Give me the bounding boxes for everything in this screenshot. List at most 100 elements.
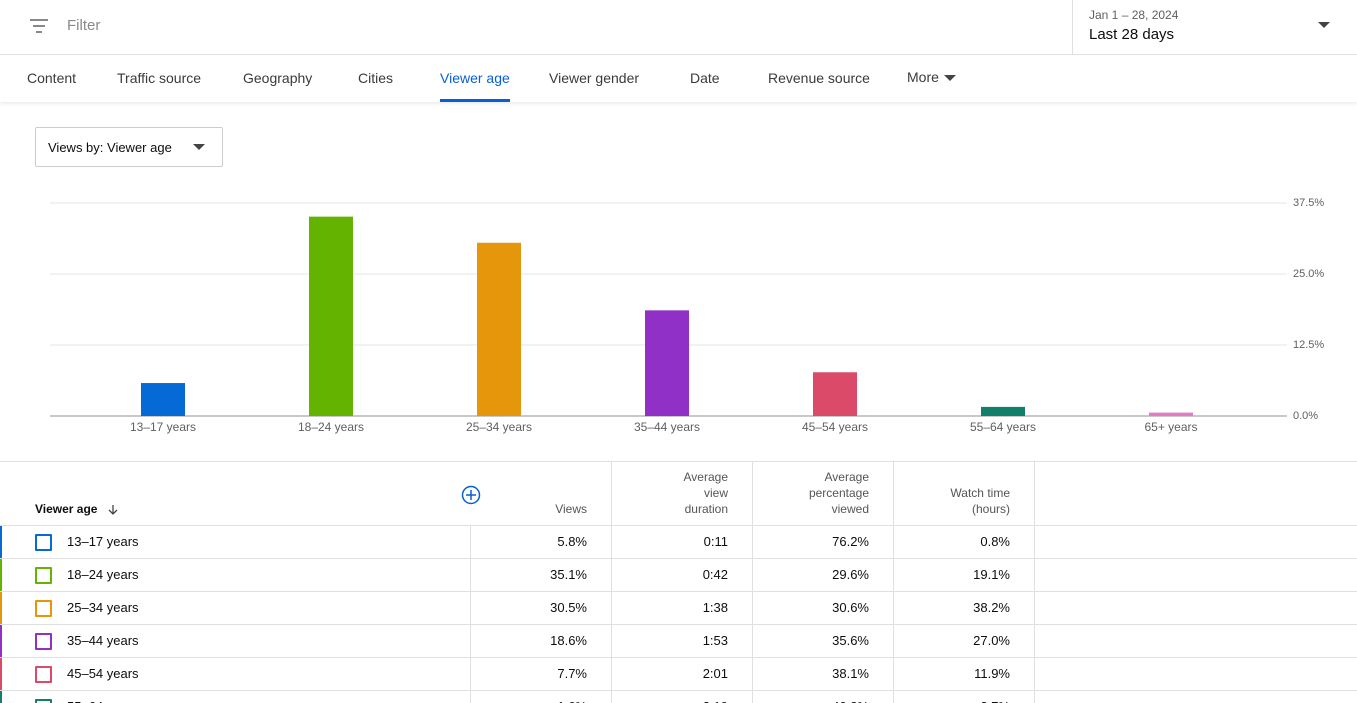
cell: 1:53 [612,625,753,657]
cell: 2:19 [612,691,753,703]
column-divider [470,658,471,690]
checkbox[interactable] [35,534,52,551]
bar [645,310,689,416]
add-column-icon[interactable] [461,485,481,505]
x-tick-label: 35–44 years [634,420,700,434]
metric-dropdown[interactable]: Views by: Viewer age [35,127,223,167]
column-header[interactable]: Views [471,462,612,525]
dropdown-label: Views by: Viewer age [48,140,172,155]
data-table: Viewer age Views Average view duration Aver… [0,461,1357,703]
filter-icon[interactable] [29,17,49,35]
cell: 1:38 [612,592,753,624]
cell: 29.6% [753,559,894,591]
tab[interactable]: Content [27,70,77,86]
header-text: Views [555,502,587,516]
header-text: Average percentage viewed [808,470,869,516]
cell: 2.7% [894,691,1035,703]
cell: 30.6% [753,592,894,624]
cell: 35.1% [471,559,612,591]
table-row[interactable]: 55–64 years 1.6%2:1940.8%2.7% [0,690,1357,703]
x-tick-label: 65+ years [1144,420,1197,434]
tab[interactable]: Viewer age [440,70,510,102]
table-row[interactable]: 18–24 years 35.1% 0:42 29.6% 19.1% [0,558,1357,591]
x-tick-label: 45–54 years [802,420,868,434]
column-divider [470,691,471,703]
checkbox[interactable] [35,666,52,683]
table-row[interactable]: 35–44 years 18.6% 1:53 35.6% 27.0% [0,624,1357,657]
checkbox[interactable] [35,699,52,703]
tab-bar: Content Traffic source Geography Cities View… [0,55,1357,102]
x-tick-label: 25–34 years [466,420,532,434]
cell: 0:42 [612,559,753,591]
checkbox[interactable] [35,600,52,617]
more-arrow [943,75,956,81]
column-header[interactable]: Average view duration [612,462,753,525]
column-divider [470,592,471,624]
row-label: 55–64 years [67,691,139,703]
y-tick-label: 25.0% [1293,268,1324,280]
x-tick-label: 18–24 years [298,420,364,434]
column-divider [470,625,471,657]
cell: 2:01 [612,658,753,690]
sort-icon[interactable] [107,504,119,516]
x-tick-label: 55–64 years [970,420,1036,434]
date-label: Last 28 days [1089,26,1175,43]
tab[interactable]: Revenue source [768,70,870,86]
bar [141,383,185,416]
row-label: 25–34 years [67,600,139,615]
y-tick-label: 12.5% [1293,339,1324,351]
bar [477,242,521,416]
cell: 27.0% [894,625,1035,657]
cell: 38.2% [894,592,1035,624]
row-label: 45–54 years [67,666,139,681]
column-header[interactable]: Average percentage viewed [753,462,894,525]
dropdown-arrow [193,144,205,150]
column-header[interactable]: Viewer age [0,462,471,525]
dropdown-arrow [1318,22,1330,28]
row-label: 35–44 years [67,633,139,648]
bar [813,372,857,416]
cell: 1.6% [471,691,612,703]
cell: 18.6% [471,625,612,657]
column-header[interactable]: Watch time (hours) [894,462,1035,525]
cell: 35.6% [753,625,894,657]
bar [981,406,1025,416]
cell: 76.2% [753,526,894,558]
row-color-bar [0,691,2,703]
table-row[interactable]: 25–34 years 30.5% 1:38 30.6% 38.2% [0,591,1357,624]
y-tick-label: 0.0% [1293,410,1318,422]
cell: 7.7% [471,658,612,690]
tab[interactable]: Traffic source [117,70,202,86]
row-color-bar [0,592,2,624]
bar [309,216,353,416]
row-color-bar [0,526,2,558]
tab[interactable]: Date [690,70,720,86]
row-color-bar [0,658,2,690]
column-divider [470,526,471,558]
checkbox[interactable] [35,633,52,650]
cell: 11.9% [894,658,1035,690]
x-tick-label: 13–17 years [130,420,196,434]
top-bar: Filter Jan 1 – 28, 2024 Last 28 days [0,0,1357,55]
filter-input[interactable]: Filter [67,17,101,34]
y-tick-label: 37.5% [1293,197,1324,209]
cell: 40.8% [753,691,894,703]
table-row[interactable]: 45–54 years 7.7% 2:01 38.1% 11.9% [0,657,1357,690]
tab[interactable]: Geography [243,70,313,86]
column-divider [470,559,471,591]
tab[interactable]: More [907,69,956,85]
row-color-bar [0,625,2,657]
cell: 30.5% [471,592,612,624]
cell: 0.8% [894,526,1035,558]
tab[interactable]: Viewer gender [549,70,640,86]
row-color-bar [0,559,2,591]
row-label: 18–24 years [67,567,139,582]
date-picker[interactable]: Jan 1 – 28, 2024 Last 28 days [1072,0,1357,54]
cell: 38.1% [753,658,894,690]
table-row[interactable]: 13–17 years 5.8% 0:11 76.2% 0.8% [0,525,1357,558]
checkbox[interactable] [35,567,52,584]
date-range: Jan 1 – 28, 2024 [1089,8,1179,22]
tab[interactable]: Cities [358,70,394,86]
cell: 5.8% [471,526,612,558]
